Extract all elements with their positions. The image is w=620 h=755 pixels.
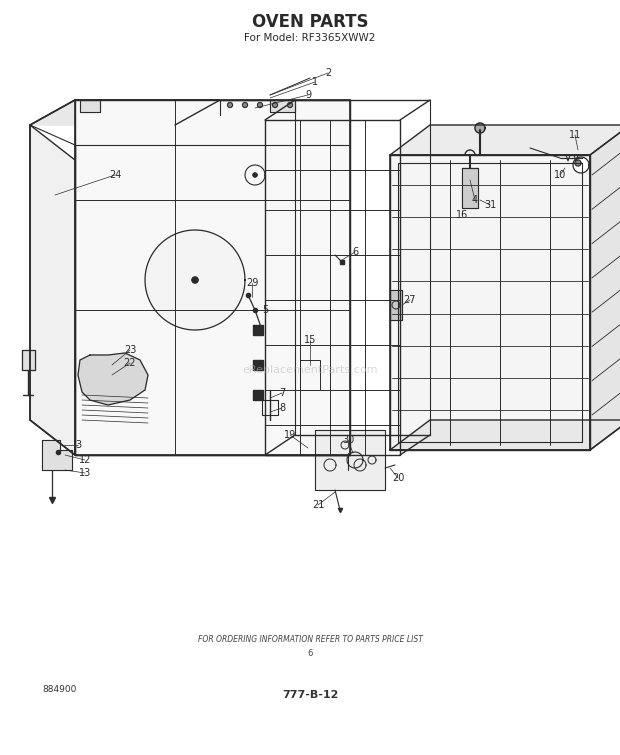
Polygon shape [30,125,75,455]
Text: 10: 10 [554,170,566,180]
Polygon shape [192,277,198,283]
Text: 23: 23 [124,345,136,355]
Polygon shape [390,125,620,155]
Polygon shape [253,173,257,177]
Text: 27: 27 [404,295,416,305]
Polygon shape [30,100,220,125]
Text: OVEN PARTS: OVEN PARTS [252,13,368,31]
Text: 16: 16 [456,210,468,220]
Polygon shape [253,325,263,335]
Text: 4: 4 [472,195,478,205]
Text: 6: 6 [352,247,358,257]
Text: 1: 1 [312,77,318,87]
Polygon shape [228,103,232,107]
Polygon shape [42,440,72,470]
Polygon shape [253,390,263,400]
Polygon shape [475,123,485,133]
Text: 22: 22 [124,358,136,368]
Text: 6: 6 [308,649,312,658]
Text: eReplacementParts.com: eReplacementParts.com [242,365,378,375]
Text: 12: 12 [79,455,91,465]
Polygon shape [575,160,581,166]
Polygon shape [253,360,263,370]
Polygon shape [390,290,402,320]
Text: 7: 7 [279,388,285,398]
Polygon shape [22,350,35,370]
Text: 24: 24 [109,170,121,180]
Text: 29: 29 [246,278,258,288]
Polygon shape [462,168,478,208]
Text: 777-B-12: 777-B-12 [282,690,338,700]
Polygon shape [315,430,385,490]
Polygon shape [390,420,620,450]
Text: 3: 3 [75,440,81,450]
Polygon shape [270,100,295,112]
Polygon shape [288,103,293,107]
Polygon shape [390,155,590,450]
Polygon shape [573,157,589,173]
Polygon shape [75,100,350,455]
Polygon shape [242,103,247,107]
Polygon shape [590,125,620,450]
Text: 884900: 884900 [43,686,77,695]
Text: 11: 11 [569,130,581,140]
Text: FOR ORDERING INFORMATION REFER TO PARTS PRICE LIST: FOR ORDERING INFORMATION REFER TO PARTS … [198,636,422,645]
Text: 19: 19 [284,430,296,440]
Polygon shape [257,103,262,107]
Polygon shape [273,103,278,107]
Text: 13: 13 [79,468,91,478]
Polygon shape [145,230,245,330]
Text: 31: 31 [484,200,496,210]
Text: 20: 20 [392,473,404,483]
Text: 2: 2 [325,68,331,78]
Text: 15: 15 [304,335,316,345]
Polygon shape [78,353,148,405]
Text: 8: 8 [279,403,285,413]
Text: For Model: RF3365XWW2: For Model: RF3365XWW2 [244,33,376,43]
Polygon shape [80,100,100,112]
Text: 5: 5 [262,305,268,315]
Text: 21: 21 [312,500,324,510]
Text: 30: 30 [342,435,354,445]
Text: 9: 9 [305,90,311,100]
